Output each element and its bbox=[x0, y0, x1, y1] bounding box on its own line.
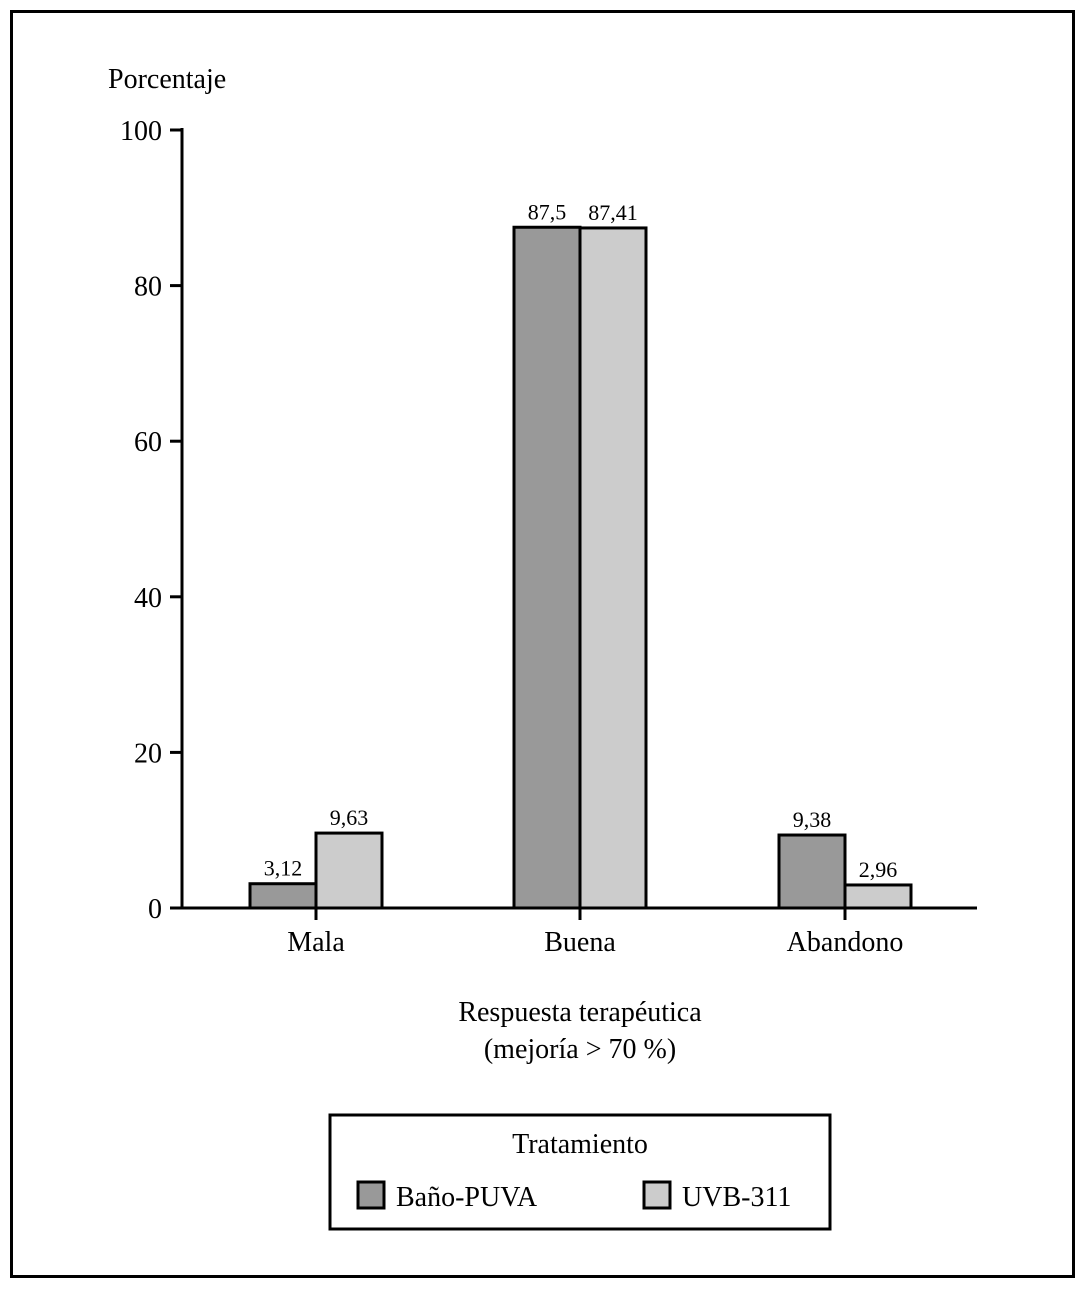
legend-label-bano-puva: Baño-PUVA bbox=[396, 1182, 538, 1213]
x-axis-title-line1: Respuesta terapéutica bbox=[458, 997, 702, 1028]
bar bbox=[248, 882, 318, 910]
bar-value-label: 2,96 bbox=[859, 857, 898, 882]
legend-box bbox=[328, 1113, 832, 1231]
legend-swatch-bano-puva bbox=[356, 1180, 386, 1210]
legend-label-uvb-311: UVB-311 bbox=[682, 1182, 791, 1213]
y-axis-ticks: 0 20 40 60 80 100 bbox=[120, 116, 182, 925]
legend-title: Tratamiento bbox=[512, 1129, 648, 1160]
y-axis-title: Porcentaje bbox=[108, 64, 226, 95]
chart-frame bbox=[10, 10, 1075, 1278]
x-axis-title-line2: (mejoría > 70 %) bbox=[484, 1034, 676, 1065]
y-tick-label: 0 bbox=[148, 894, 162, 925]
bar bbox=[843, 883, 913, 910]
bar-value-label: 9,38 bbox=[793, 807, 832, 832]
y-tick-label: 60 bbox=[134, 427, 162, 458]
x-axis-ticks: Mala Buena Abandono bbox=[287, 908, 903, 958]
legend: Tratamiento Baño-PUVA UVB-311 bbox=[328, 1113, 832, 1231]
y-tick-label: 100 bbox=[120, 116, 162, 147]
bars bbox=[248, 225, 913, 910]
y-tick-label: 80 bbox=[134, 272, 162, 303]
bar-value-label: 3,12 bbox=[264, 856, 303, 881]
x-tick-label: Buena bbox=[544, 927, 616, 958]
bar bbox=[314, 831, 384, 910]
y-tick-label: 20 bbox=[134, 738, 162, 769]
y-tick-label: 40 bbox=[134, 583, 162, 614]
bar bbox=[578, 226, 648, 910]
bar-value-label: 9,63 bbox=[330, 805, 369, 830]
bar-value-label: 87,5 bbox=[528, 199, 567, 224]
legend-swatch-uvb-311 bbox=[642, 1180, 672, 1210]
bar bbox=[777, 833, 847, 910]
bar bbox=[512, 225, 582, 910]
bar-value-label: 87,41 bbox=[588, 200, 638, 225]
x-tick-label: Mala bbox=[287, 927, 345, 958]
bar-value-labels: 3,12 9,63 87,5 87,41 9,38 2,96 bbox=[264, 199, 898, 882]
x-tick-label: Abandono bbox=[787, 927, 904, 958]
